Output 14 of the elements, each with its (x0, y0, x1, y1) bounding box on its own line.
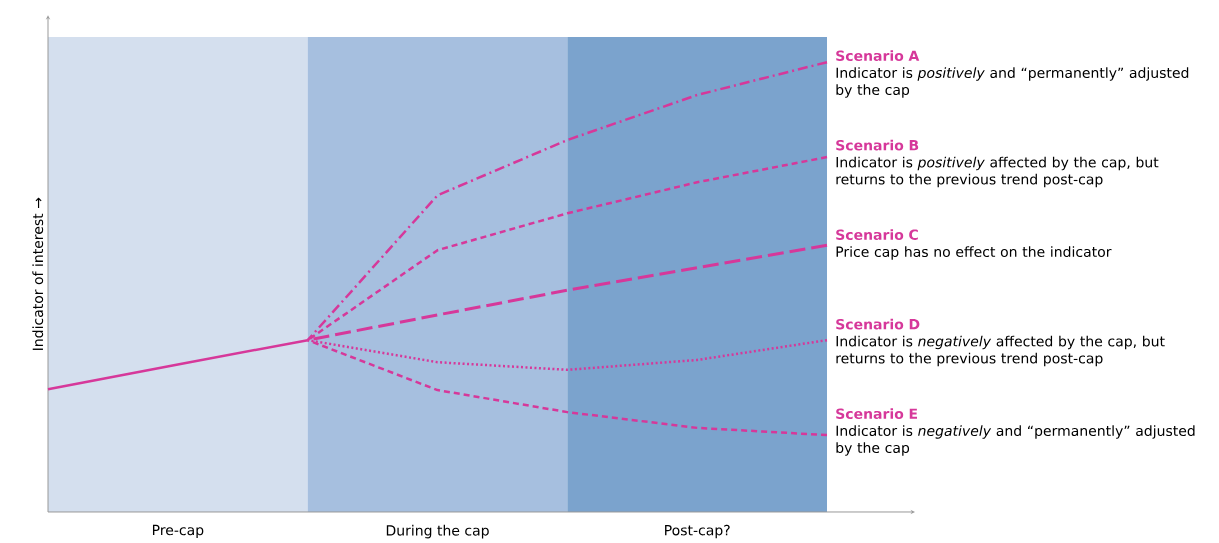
x-tick-label: Post-cap? (665, 524, 730, 539)
annotation: Indicator is negatively affected by the cap, but returns to the previous trend post-cap (836, 335, 1165, 367)
x-tick-label: During the cap (386, 524, 489, 539)
text: Indicator is positively and “permanently” adjusted by the cap (836, 67, 1189, 98)
series-label: Scenario C (836, 229, 918, 241)
text: Indicator is negatively and “permanently” adjusted by the cap (836, 425, 1195, 456)
series-label: Scenario A (836, 50, 920, 62)
annotation: Price cap has no effect on the indicator (836, 246, 1112, 260)
series-label: Scenario D (836, 318, 920, 330)
series-label: Scenario E (836, 408, 918, 420)
annotation: Indicator is positively affected by the cap, but returns to the previous trend post-cap (836, 156, 1159, 188)
x-tick-label: Pre-cap (152, 524, 204, 538)
y-axis-title: Indicator of interest → (32, 197, 44, 350)
series-label: Scenario B (836, 139, 919, 151)
